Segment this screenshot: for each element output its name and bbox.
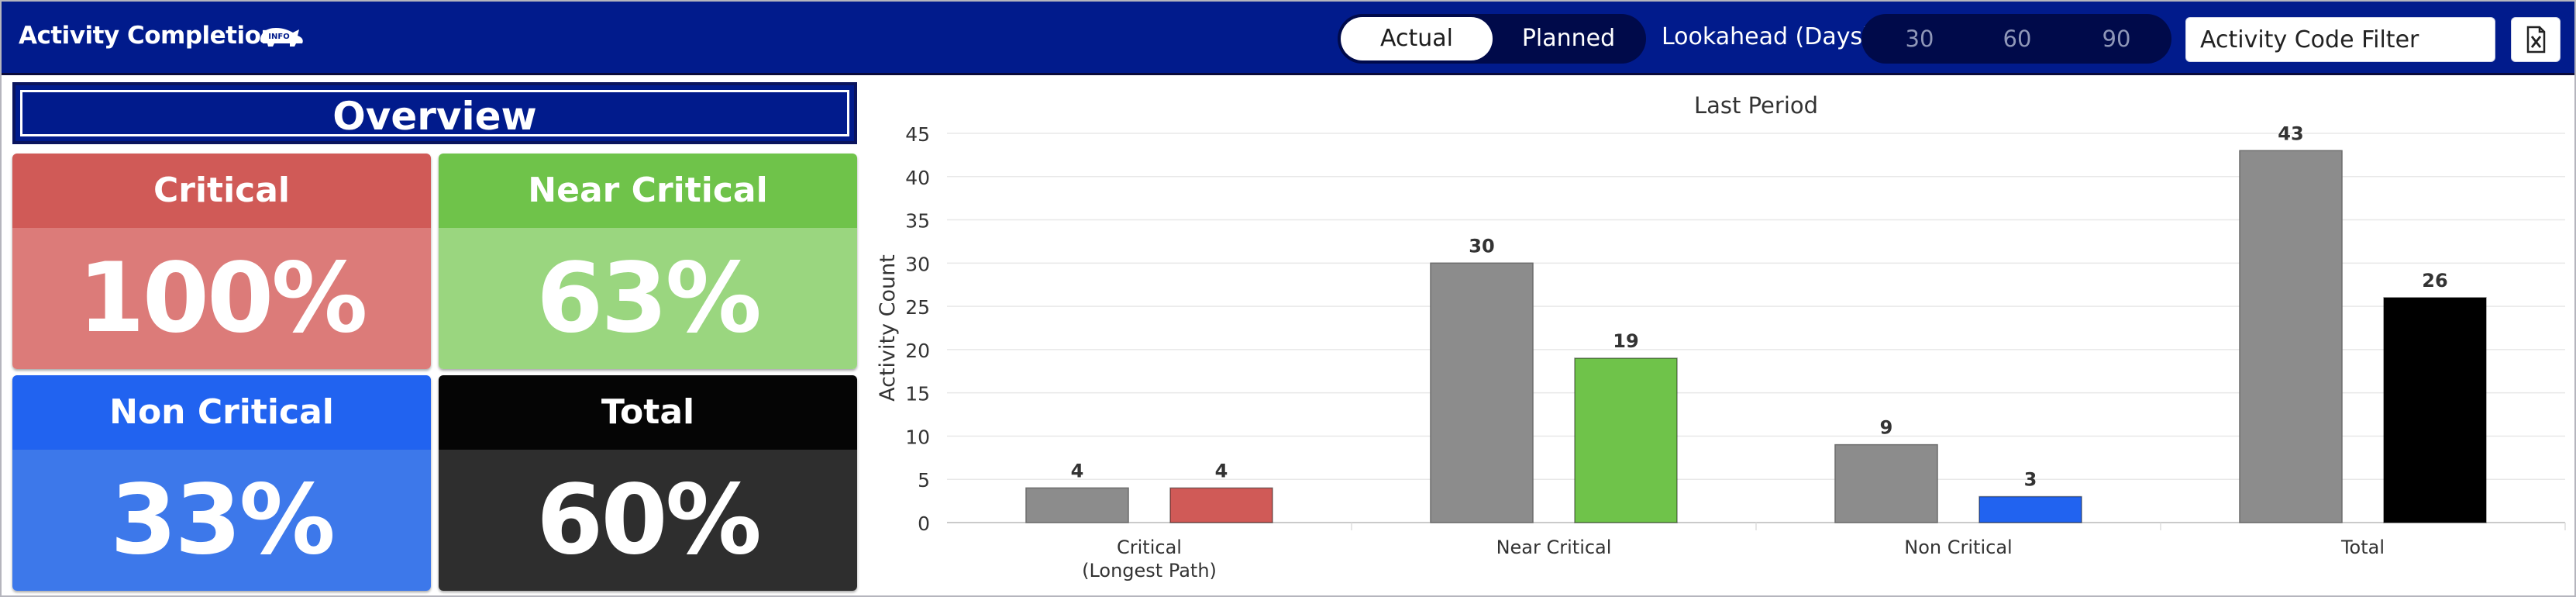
- y-tick-label: 35: [905, 210, 930, 233]
- y-tick-label: 25: [905, 296, 930, 319]
- card-label: Total: [439, 375, 857, 450]
- data-label: 43: [2278, 123, 2303, 144]
- y-tick-label: 5: [918, 469, 930, 492]
- lookahead-60-button[interactable]: 60: [2003, 26, 2032, 52]
- last-period-bar-chart: Last Period Activity Count 0 5 10 15 20 25 30 35 4…: [876, 92, 2566, 581]
- critical-card: Critical 100%: [12, 154, 431, 369]
- data-label: 3: [2024, 469, 2037, 491]
- non-critical-card: Non Critical 33%: [12, 375, 431, 591]
- y-tick-label: 40: [905, 167, 930, 189]
- overview-banner: Overview: [12, 82, 857, 144]
- bar-actual: [1574, 357, 1678, 523]
- lookahead-label: Lookahead (Days):: [1662, 23, 1879, 50]
- x-tick-label: Critical: [1117, 537, 1182, 558]
- data-label: 26: [2422, 270, 2447, 292]
- x-tick-label: Total: [2340, 537, 2385, 558]
- top-bar: Activity Completion INFO Actual Planned …: [2, 2, 2574, 75]
- bar-planned: [1834, 443, 1938, 523]
- toggle-planned-button[interactable]: Planned: [1521, 25, 1616, 52]
- bar-planned: [1430, 262, 1534, 523]
- y-tick-label: 45: [905, 123, 930, 146]
- data-label: 30: [1469, 235, 1494, 257]
- rhino-info-icon[interactable]: INFO: [257, 23, 305, 50]
- y-tick-label: 30: [905, 253, 930, 275]
- card-label: Critical: [12, 154, 431, 228]
- card-label: Non Critical: [12, 375, 431, 450]
- x-tick-label: Near Critical: [1496, 537, 1612, 558]
- y-tick-label: 0: [918, 512, 930, 535]
- chart-title: Last Period: [1694, 92, 1818, 119]
- card-value: 100%: [12, 228, 431, 369]
- total-card: Total 60%: [439, 375, 857, 591]
- y-tick-label: 10: [905, 426, 930, 448]
- lookahead-90-button[interactable]: 90: [2102, 26, 2131, 52]
- x-tick-label: Non Critical: [1904, 537, 2012, 558]
- near-critical-card: Near Critical 63%: [439, 154, 857, 369]
- card-value: 63%: [439, 228, 857, 369]
- data-label: 4: [1071, 460, 1084, 481]
- bar-actual: [1978, 495, 2082, 523]
- card-value: 60%: [439, 450, 857, 591]
- card-value: 33%: [12, 450, 431, 591]
- mode-toggle: Actual Planned: [1338, 14, 1646, 64]
- data-label: 9: [1880, 417, 1893, 439]
- lookahead-30-button[interactable]: 30: [1905, 26, 1934, 52]
- y-tick-label: 20: [905, 340, 930, 362]
- data-label: 19: [1613, 330, 1638, 352]
- overview-title: Overview: [20, 90, 849, 139]
- bar-actual: [1169, 487, 1273, 523]
- app-title: Activity Completion: [19, 22, 277, 50]
- bar-planned: [2239, 150, 2343, 523]
- bar-actual: [2383, 297, 2487, 523]
- data-label: 4: [1215, 460, 1228, 481]
- export-excel-button[interactable]: [2511, 17, 2561, 62]
- y-axis-label: Activity Count: [876, 254, 900, 402]
- toggle-actual-button[interactable]: Actual: [1341, 17, 1493, 60]
- info-badge-text: INFO: [268, 33, 289, 41]
- excel-icon: [2526, 26, 2546, 53]
- lookahead-selector: 30 60 90: [1861, 14, 2171, 64]
- card-label: Near Critical: [439, 154, 857, 228]
- bar-planned: [1025, 487, 1129, 523]
- x-tick-label: (Longest Path): [1082, 560, 1217, 581]
- y-tick-label: 15: [905, 383, 930, 405]
- activity-code-filter-input[interactable]: [2185, 17, 2495, 62]
